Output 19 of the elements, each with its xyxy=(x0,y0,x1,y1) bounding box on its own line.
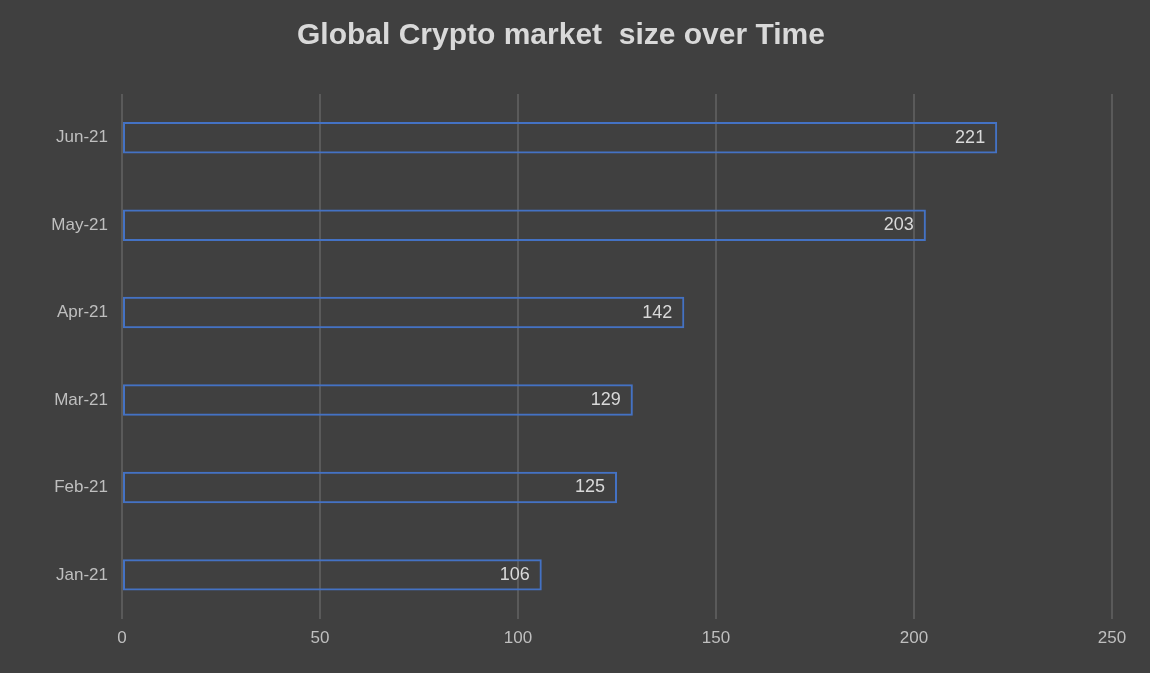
x-tick-label: 150 xyxy=(701,628,731,648)
data-label: 106 xyxy=(499,563,530,584)
data-label: 142 xyxy=(642,301,673,322)
data-label: 203 xyxy=(883,214,914,235)
y-tick-label: Apr-21 xyxy=(56,302,108,322)
y-tick-label: Feb-21 xyxy=(54,477,108,497)
x-tick-label: 250 xyxy=(1097,628,1127,648)
y-tick-label: May-21 xyxy=(51,214,108,234)
data-label: 125 xyxy=(574,476,605,497)
x-tick-label: 200 xyxy=(899,628,929,648)
x-tick-label: 100 xyxy=(503,628,533,648)
y-tick-label: Mar-21 xyxy=(54,389,108,409)
y-tick-label: Jun-21 xyxy=(56,127,108,147)
data-label: 129 xyxy=(590,388,621,409)
y-tick-label: Jan-21 xyxy=(56,564,108,584)
x-tick-label: 0 xyxy=(117,628,127,648)
data-label: 221 xyxy=(955,126,986,147)
chart-title: Global Crypto market size over Time xyxy=(297,17,825,51)
x-tick-label: 50 xyxy=(310,628,330,648)
